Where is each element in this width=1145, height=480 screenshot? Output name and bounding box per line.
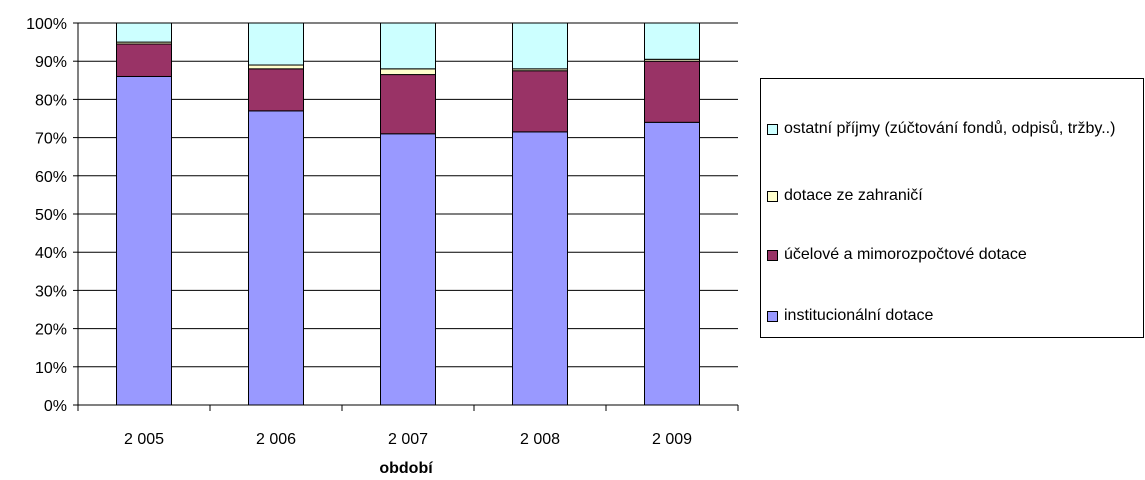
y-tick-labels: 0% 10% 20% 30% 40% 50% 60% 70% 80% 90% 100% xyxy=(26,16,67,415)
y-tick-label: 90% xyxy=(35,54,67,71)
bar-segment xyxy=(644,22,700,60)
legend-item-ucelove-dotace: účelové a mimorozpočtové dotace xyxy=(767,243,1124,267)
x-tick-label: 2 005 xyxy=(124,431,164,448)
x-tick-label: 2 008 xyxy=(520,431,560,448)
bar-segment xyxy=(644,121,700,406)
bar-segment xyxy=(644,60,700,123)
x-tick-label: 2 007 xyxy=(388,431,428,448)
y-tick-label: 10% xyxy=(35,360,67,377)
x-tick-label: 2 009 xyxy=(652,431,692,448)
axes xyxy=(73,22,739,411)
y-tick-label: 30% xyxy=(35,283,67,300)
bar-segment xyxy=(380,22,436,70)
legend-item-dotace-ze-zahranici: dotace ze zahraničí xyxy=(767,184,1124,208)
y-tick-label: 80% xyxy=(35,92,67,109)
bar-segment xyxy=(380,133,436,406)
y-tick-label: 0% xyxy=(44,398,67,415)
x-tick-labels: 2 005 2 006 2 007 2 008 2 009 xyxy=(124,431,692,448)
bar-segment xyxy=(116,43,172,77)
bar-segment xyxy=(116,22,172,43)
legend-swatch-ucelove-dotace xyxy=(767,250,778,261)
legend-swatch-ostatni-prijmy xyxy=(767,124,778,135)
x-tick-label: 2 006 xyxy=(256,431,296,448)
bar-segment xyxy=(248,22,304,66)
bar-segment xyxy=(512,131,568,406)
legend-swatch-dotace-ze-zahranici xyxy=(767,191,778,202)
y-tick-label: 100% xyxy=(26,16,67,33)
y-tick-label: 70% xyxy=(35,131,67,148)
legend-label: účelové a mimorozpočtové dotace xyxy=(784,246,1027,263)
legend-label: institucionální dotace xyxy=(784,307,934,324)
legend-swatch-institucionalni-dotace xyxy=(767,311,778,322)
legend-label: dotace ze zahraničí xyxy=(784,187,923,204)
y-tick-label: 40% xyxy=(35,245,67,262)
legend-item-ostatni-prijmy: ostatní příjmy (zúčtování fondů, odpisů,… xyxy=(767,117,1124,141)
y-tick-label: 20% xyxy=(35,322,67,339)
y-tick-label: 60% xyxy=(35,169,67,186)
bar-segment xyxy=(512,70,568,133)
bars xyxy=(116,22,700,406)
legend-label: ostatní příjmy (zúčtování fondů, odpisů,… xyxy=(784,120,1116,137)
bar-segment xyxy=(248,110,304,406)
bar-segment xyxy=(248,64,304,70)
x-axis-title: období xyxy=(379,460,433,477)
bar-segment xyxy=(380,74,436,135)
bar-segment xyxy=(380,68,436,76)
bar-segment xyxy=(248,68,304,112)
bar-segment xyxy=(116,75,172,406)
legend-item-institucionalni-dotace: institucionální dotace xyxy=(767,304,1124,328)
legend: ostatní příjmy (zúčtování fondů, odpisů,… xyxy=(760,78,1144,338)
y-tick-label: 50% xyxy=(35,207,67,224)
bar-segment xyxy=(512,22,568,70)
